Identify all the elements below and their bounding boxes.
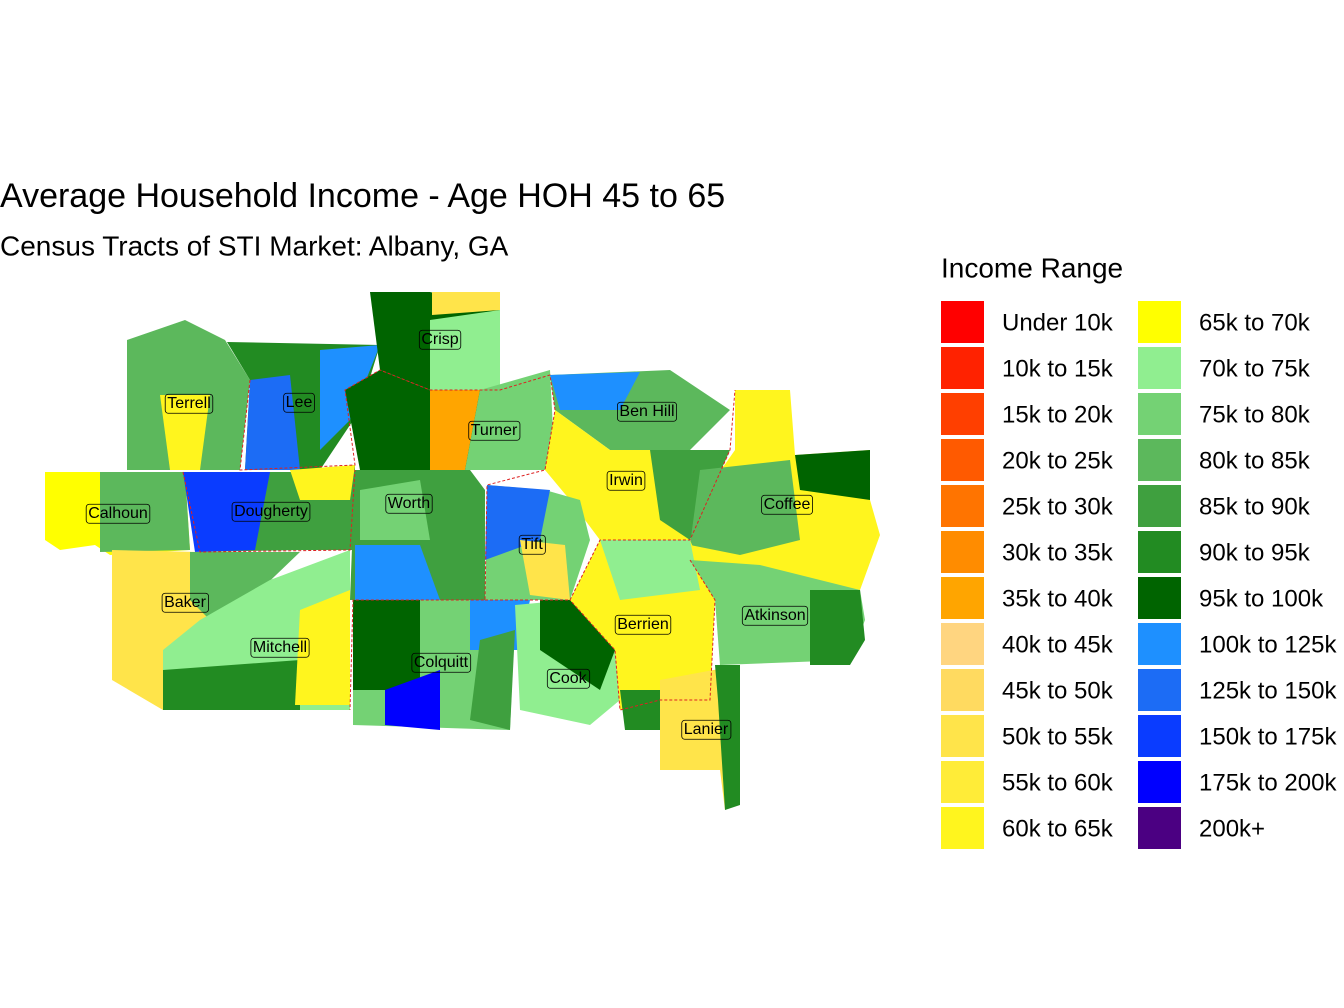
legend-label: 80k to 85k xyxy=(1199,447,1311,474)
legend-label: 20k to 25k xyxy=(1002,447,1114,474)
county-label: Berrien xyxy=(617,616,669,633)
legend-label: 55k to 60k xyxy=(1002,769,1114,796)
legend-swatch xyxy=(1138,761,1181,803)
legend-label: 70k to 75k xyxy=(1199,355,1311,382)
county-label-box xyxy=(161,592,209,613)
county-label-box xyxy=(681,719,732,740)
map-title: Average Household Income - Age HOH 45 to… xyxy=(0,177,725,215)
county-label: Coffee xyxy=(764,496,811,513)
legend-swatch xyxy=(1138,393,1181,435)
legend-swatch xyxy=(941,761,984,803)
legend-label: 30k to 35k xyxy=(1002,539,1114,566)
county-label: Turner xyxy=(471,422,518,439)
legend-label: 85k to 90k xyxy=(1199,493,1311,520)
legend-swatch xyxy=(1138,577,1181,619)
legend-label: Under 10k xyxy=(1002,309,1114,336)
county-label-box xyxy=(231,501,311,522)
legend-label: 175k to 200k xyxy=(1199,769,1337,796)
county-label: Crisp xyxy=(421,331,458,348)
county-labels: Crisp Terrell Lee Ben Hill Turner Irwin Calhou… xyxy=(85,329,813,740)
legend-label: 15k to 20k xyxy=(1002,401,1114,428)
legend-label: 95k to 100k xyxy=(1199,585,1324,612)
county-label: Calhoun xyxy=(88,505,148,522)
legend-label: 45k to 50k xyxy=(1002,677,1114,704)
county-label-box xyxy=(385,493,433,514)
legend-swatch xyxy=(941,347,984,389)
legend-swatch xyxy=(941,807,984,849)
legend-label: 50k to 55k xyxy=(1002,723,1114,750)
legend-swatch xyxy=(941,439,984,481)
county-label-box xyxy=(468,420,521,441)
county-label-box xyxy=(518,534,546,555)
county-label: Dougherty xyxy=(234,503,308,520)
county-label: Colquitt xyxy=(414,654,469,671)
legend-label: 35k to 40k xyxy=(1002,585,1114,612)
county-label: Baker xyxy=(164,594,206,611)
county-label-box xyxy=(85,503,151,524)
legend-swatch xyxy=(941,715,984,757)
legend-swatch xyxy=(1138,669,1181,711)
county-label-box xyxy=(546,668,591,689)
legend-swatch xyxy=(941,531,984,573)
legend-label: 200k+ xyxy=(1199,815,1265,842)
legend-swatch xyxy=(941,577,984,619)
legend-swatch xyxy=(941,623,984,665)
legend-swatch xyxy=(1138,485,1181,527)
legend-swatch xyxy=(941,393,984,435)
county-label: Irwin xyxy=(609,472,643,489)
county-label-box xyxy=(741,605,809,626)
county-label: Atkinson xyxy=(744,607,805,624)
legend-swatch xyxy=(1138,347,1181,389)
legend-label: 65k to 70k xyxy=(1199,309,1311,336)
county-label: Tift xyxy=(521,536,543,553)
legend-title: Income Range xyxy=(941,252,1123,283)
legend-swatch xyxy=(1138,301,1181,343)
legend-label: 125k to 150k xyxy=(1199,677,1337,704)
legend-swatch xyxy=(941,669,984,711)
legend-label: 75k to 80k xyxy=(1199,401,1311,428)
legend-label: 40k to 45k xyxy=(1002,631,1114,658)
legend: Under 10k 10k to 15k 15k to 20k 20k to 25k 2… xyxy=(941,301,1337,849)
legend-label: 25k to 30k xyxy=(1002,493,1114,520)
legend-label: 150k to 175k xyxy=(1199,723,1337,750)
legend-swatch xyxy=(1138,439,1181,481)
county-label-box xyxy=(418,329,462,350)
legend-label: 100k to 125k xyxy=(1199,631,1337,658)
county-label: Ben Hill xyxy=(619,403,674,420)
county-label-box xyxy=(411,652,472,673)
county-label-box xyxy=(250,637,310,658)
county-label: Lee xyxy=(286,394,313,411)
legend-label: 60k to 65k xyxy=(1002,815,1114,842)
county-label-box xyxy=(164,393,214,414)
county-label: Worth xyxy=(388,495,430,512)
map-subtitle: Census Tracts of STI Market: Albany, GA xyxy=(0,230,509,261)
county-label-box xyxy=(617,401,677,422)
legend-swatch xyxy=(1138,715,1181,757)
legend-swatch xyxy=(1138,531,1181,573)
legend-label: 10k to 15k xyxy=(1002,355,1114,382)
legend-swatch xyxy=(941,485,984,527)
county-label: Cook xyxy=(549,670,587,687)
legend-swatch xyxy=(1138,623,1181,665)
county-label: Lanier xyxy=(684,721,729,738)
county-label: Mitchell xyxy=(253,639,307,656)
county-label-box xyxy=(283,392,315,413)
legend-label: 90k to 95k xyxy=(1199,539,1311,566)
tract-map xyxy=(45,292,880,810)
legend-swatch xyxy=(1138,807,1181,849)
county-label: Terrell xyxy=(167,395,211,412)
county-label-box xyxy=(606,470,646,491)
county-label-box xyxy=(614,614,672,635)
legend-swatch xyxy=(941,301,984,343)
county-label-box xyxy=(761,494,813,515)
